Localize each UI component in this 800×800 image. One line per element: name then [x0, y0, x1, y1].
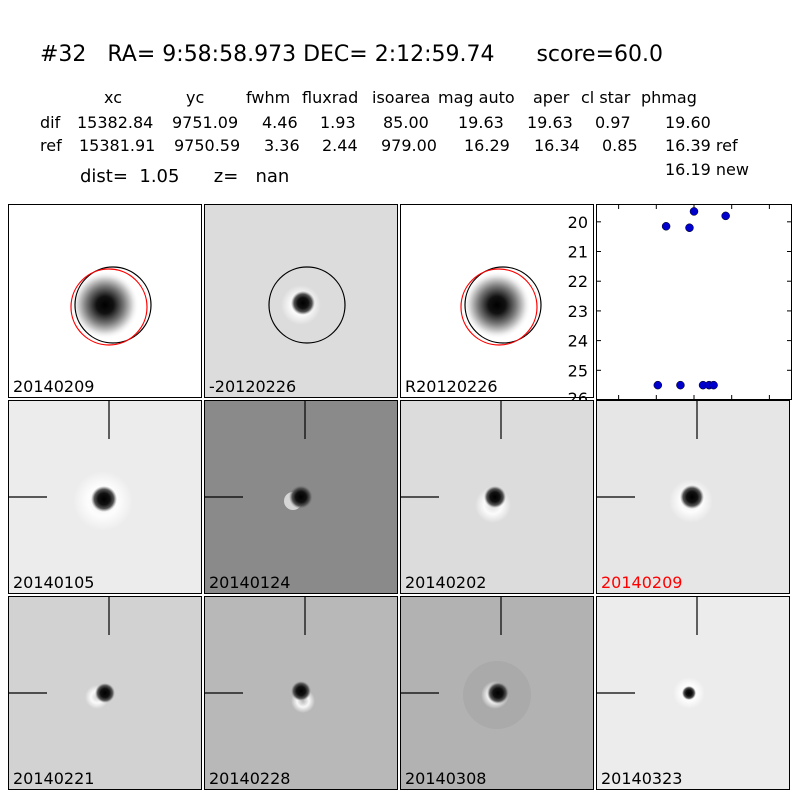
dif-aper: 19.63: [527, 113, 573, 132]
ref-phmag: 16.39 ref: [665, 136, 738, 155]
stamp-cutout: 20140209: [596, 400, 790, 594]
col-header-fluxrad: fluxrad: [302, 88, 359, 107]
data-point: [721, 211, 730, 221]
col-header-yc: yc: [186, 88, 205, 107]
dif-phmag: 19.60: [665, 113, 711, 132]
col-header-cl-star: cl star: [581, 88, 631, 107]
dif-yc: 9751.09: [172, 113, 239, 132]
col-header-phmag: phmag: [641, 88, 697, 107]
stamp-label: 20140221: [13, 769, 95, 788]
dif-fwhm: 4.46: [262, 113, 298, 132]
stamp-difference: -20120226: [204, 204, 398, 398]
ref-aper: 16.34: [534, 136, 580, 155]
stamp-label: 20140228: [209, 769, 291, 788]
y-tick-label: 22: [568, 272, 588, 291]
ref-mag-auto: 16.29: [464, 136, 510, 155]
y-tick-label: 23: [568, 302, 588, 321]
stamp-new: 20140209: [8, 204, 202, 398]
stamp-label: -20120226: [209, 377, 297, 396]
dist-line: dist= 1.05 z= nan: [80, 166, 290, 187]
dif-cl-star: 0.97: [595, 113, 631, 132]
dif-fluxrad: 1.93: [320, 113, 356, 132]
col-header-mag-auto: mag auto: [438, 88, 515, 107]
data-point: [685, 223, 694, 233]
dif-mag-auto: 19.63: [458, 113, 504, 132]
stamp-cutout: 20140124: [204, 400, 398, 594]
stamp-cutout: 20140308: [400, 596, 594, 790]
y-tick-label: 20: [568, 213, 588, 232]
plot-frame: [596, 204, 792, 400]
col-header-aper: aper: [533, 88, 570, 107]
stamp-cutout: 20140221: [8, 596, 202, 790]
data-point: [661, 222, 671, 231]
stamp-label: 20140124: [209, 573, 291, 592]
stamp-cutout: 20140323: [596, 596, 790, 790]
stamp-reference: R20120226: [400, 204, 594, 398]
dif-row-label: dif: [40, 113, 61, 132]
ref-xc: 15381.91: [79, 136, 156, 155]
ref-fwhm: 3.36: [264, 136, 300, 155]
data-point: [676, 380, 685, 390]
stamp-label: 20140323: [601, 769, 683, 788]
y-tick-label: 21: [568, 243, 588, 262]
page-title: #32 RA= 9:58:58.973 DEC= 2:12:59.74 scor…: [40, 42, 663, 67]
ref-yc: 9750.59: [174, 136, 241, 155]
data-point: [689, 207, 699, 216]
stamp-label: 20140202: [405, 573, 487, 592]
stamp-cutout: 20140202: [400, 400, 594, 594]
col-header-xc: xc: [104, 88, 122, 107]
y-tick-label: 24: [568, 332, 588, 351]
stamp-label-highlight: 20140209: [601, 573, 683, 592]
col-header-fwhm: fwhm: [246, 88, 291, 107]
ref-isoarea: 979.00: [381, 136, 437, 155]
stamp-label: 20140209: [13, 377, 95, 396]
stamp-cutout: 20140105: [8, 400, 202, 594]
stamp-label: R20120226: [405, 377, 498, 396]
dif-xc: 15382.84: [77, 113, 154, 132]
ref-row-label: ref: [40, 136, 62, 155]
col-header-isoarea: isoarea: [372, 88, 431, 107]
ref-cl-star: 0.85: [602, 136, 638, 155]
data-point: [709, 380, 718, 390]
ref-fluxrad: 2.44: [322, 136, 358, 155]
data-point: [653, 380, 663, 390]
stamp-label: 20140308: [405, 769, 487, 788]
y-tick-label: 25: [568, 361, 588, 380]
new-phmag: 16.19 new: [665, 160, 749, 179]
dif-isoarea: 85.00: [383, 113, 429, 132]
stamp-label: 20140105: [13, 573, 95, 592]
stamp-cutout: 20140228: [204, 596, 398, 790]
